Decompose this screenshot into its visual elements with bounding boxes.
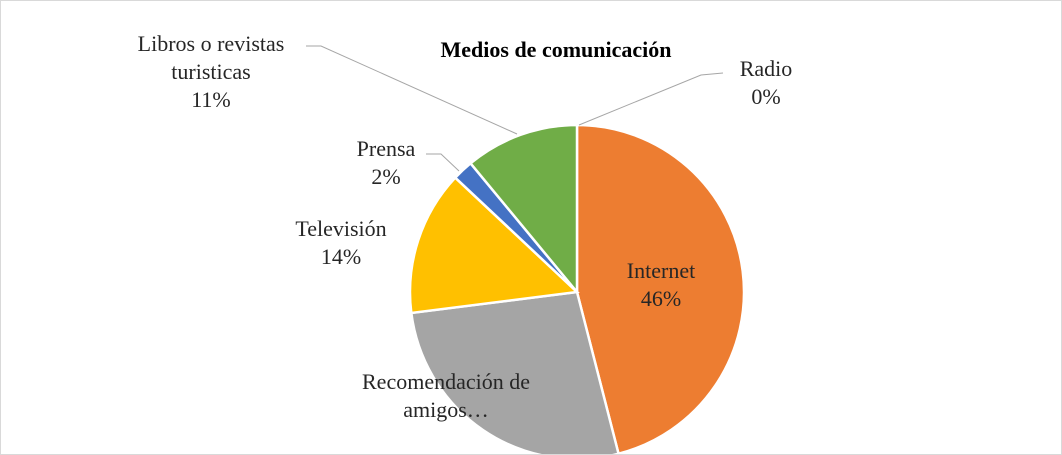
value-label: 2%: [371, 164, 401, 189]
pie-slice: [468, 123, 579, 296]
pie-slice: [408, 175, 580, 315]
category-label: Prensa: [356, 136, 416, 161]
value-label: 0%: [751, 84, 781, 109]
leader-line: [426, 153, 460, 172]
data-label: Radio 0%: [701, 55, 831, 111]
value-label: 11%: [191, 87, 231, 112]
category-label: Televisión: [295, 216, 387, 241]
leader-line: [578, 72, 724, 126]
data-label: Libros o revistas turisticas 11%: [111, 30, 311, 114]
category-label: Recomendación de amigos…: [362, 369, 530, 422]
category-label: Internet: [626, 258, 696, 283]
data-label: Internet 46%: [591, 257, 731, 313]
pie-slice: [575, 123, 746, 454]
data-label: Prensa 2%: [331, 135, 441, 191]
data-label: Recomendación de amigos…: [321, 368, 571, 424]
data-label: Televisión 14%: [271, 215, 411, 271]
value-label: 46%: [640, 286, 682, 311]
value-label: 14%: [320, 244, 362, 269]
category-label: Radio: [739, 56, 793, 81]
chart-title: Medios de comunicación: [440, 37, 672, 62]
category-label: Libros o revistas turisticas: [137, 31, 285, 84]
pie-slice: [409, 290, 620, 454]
leader-line: [306, 45, 518, 135]
